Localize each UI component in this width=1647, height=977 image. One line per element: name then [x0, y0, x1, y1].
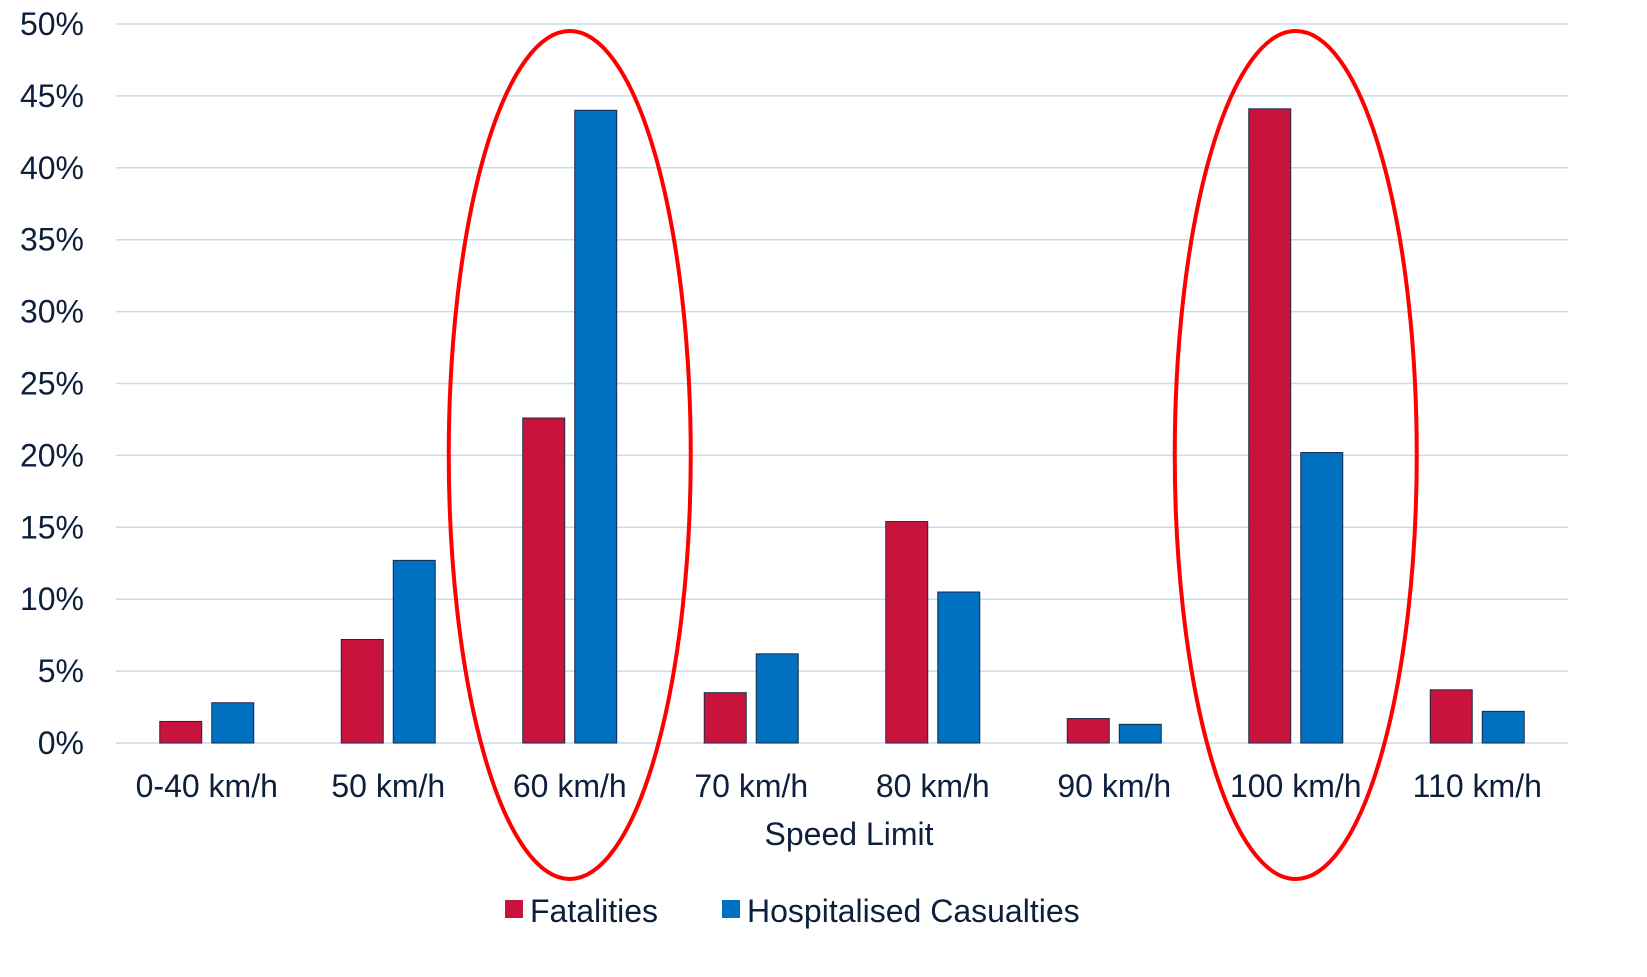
- bar-fatalities: [340, 638, 384, 744]
- x-tick-label: 90 km/h: [1057, 768, 1171, 804]
- bar-fatalities: [1248, 108, 1292, 744]
- legend-swatch-hospitalised-casualties: [722, 900, 740, 918]
- bar-hospitalised-casualties: [1481, 710, 1525, 744]
- bar-fatalities: [522, 417, 566, 744]
- y-tick-label: 0%: [38, 725, 84, 761]
- bar-hospitalised-casualties: [1300, 452, 1344, 744]
- bar-hospitalised-casualties: [1118, 723, 1162, 744]
- bar-hospitalised-casualties: [211, 702, 255, 744]
- y-tick-label: 15%: [20, 509, 84, 545]
- bar-fatalities: [885, 521, 929, 744]
- highlight-ellipses: [446, 29, 1419, 881]
- x-tick-label: 0-40 km/h: [136, 768, 278, 804]
- x-tick-label: 110 km/h: [1413, 768, 1542, 804]
- x-axis-title: Speed Limit: [765, 816, 934, 852]
- gridlines: [116, 23, 1568, 744]
- x-tick-label: 80 km/h: [876, 768, 990, 804]
- y-tick-label: 35%: [20, 222, 84, 258]
- highlight-ellipse: [446, 29, 693, 881]
- legend-swatch-fatalities: [505, 900, 523, 918]
- bar-hospitalised-casualties: [937, 591, 981, 744]
- legend-label-fatalities: Fatalities: [530, 893, 658, 929]
- x-tick-label: 100 km/h: [1230, 768, 1362, 804]
- y-axis-tick-labels: 0% 5% 10% 15% 20% 25% 30% 35% 40% 45% 50%: [20, 6, 84, 761]
- y-tick-label: 40%: [20, 150, 84, 186]
- bar-fatalities: [703, 692, 747, 744]
- bar-hospitalised-casualties: [392, 559, 436, 744]
- y-tick-label: 20%: [20, 437, 84, 473]
- bar-fatalities: [1429, 689, 1473, 744]
- y-tick-label: 50%: [20, 6, 84, 42]
- bar-hospitalised-casualties: [574, 109, 618, 744]
- y-tick-label: 5%: [38, 653, 84, 689]
- x-tick-label: 70 km/h: [694, 768, 808, 804]
- x-tick-label: 60 km/h: [513, 768, 627, 804]
- highlight-ellipse: [1172, 29, 1419, 881]
- x-axis-tick-labels: 0-40 km/h 50 km/h 60 km/h 70 km/h 80 km/h 90 …: [136, 768, 1542, 804]
- legend-label-hospitalised-casualties: Hospitalised Casualties: [747, 893, 1080, 929]
- bars: [159, 108, 1525, 744]
- y-tick-label: 10%: [20, 581, 84, 617]
- bar-hospitalised-casualties: [755, 653, 799, 744]
- legend: Fatalities Hospitalised Casualties: [505, 893, 1080, 929]
- y-tick-label: 25%: [20, 366, 84, 402]
- y-tick-label: 45%: [20, 78, 84, 114]
- bar-fatalities: [1066, 718, 1110, 744]
- x-tick-label: 50 km/h: [331, 768, 445, 804]
- bar-fatalities: [159, 720, 203, 744]
- y-tick-label: 30%: [20, 294, 84, 330]
